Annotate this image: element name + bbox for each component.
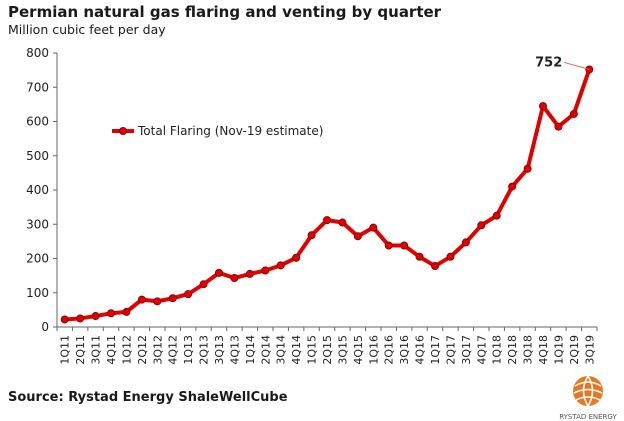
data-point [292,253,301,262]
data-point [199,280,208,289]
x-tick-label: 2Q16 [383,335,396,365]
data-point [539,102,548,111]
data-point [523,164,532,173]
x-tick-label: 3Q14 [275,335,288,365]
legend-marker [119,127,128,136]
x-tick-label: 3Q17 [460,335,473,365]
data-point [554,122,563,131]
data-point [461,238,470,247]
x-tick-label: 3Q18 [522,335,535,365]
x-tick-label: 2Q19 [568,335,581,365]
data-point [261,266,270,275]
data-point [91,312,100,321]
data-point [137,295,146,304]
data-point [153,297,162,306]
data-point [276,261,285,270]
data-point [430,262,439,271]
data-point [107,309,116,318]
x-tick-label: 3Q12 [151,335,164,365]
x-tick-label: 1Q12 [120,335,133,365]
data-point [184,290,193,299]
annotation-label: 752 [535,55,562,70]
x-tick-label: 2Q12 [136,335,149,365]
x-tick-label: 4Q16 [414,335,427,365]
x-tick-label: 1Q18 [491,335,504,365]
y-tick-label: 200 [26,252,49,266]
data-point [369,223,378,232]
x-tick-label: 4Q11 [105,335,118,365]
x-tick-label: 1Q15 [306,335,319,365]
data-point [477,221,486,230]
annotation-leader [564,62,590,70]
x-tick-label: 2Q17 [444,335,457,365]
x-tick-label: 4Q14 [290,335,303,365]
x-tick-label: 1Q13 [182,335,195,365]
x-tick-label: 4Q15 [352,335,365,365]
data-point [338,218,347,227]
x-tick-label: 2Q11 [74,335,87,365]
data-point [214,268,223,277]
data-point [415,252,424,261]
data-point [322,216,331,225]
x-tick-label: 3Q13 [213,335,226,365]
y-tick-label: 400 [26,183,49,197]
data-point [384,241,393,250]
y-tick-label: 100 [26,286,49,300]
data-point [307,231,316,240]
x-tick-label: 3Q16 [398,335,411,365]
data-point [492,211,501,220]
chart-title: Permian natural gas flaring and venting … [8,3,442,21]
x-tick-label: 1Q19 [552,335,565,365]
logo-text: RYSTAD ENERGY [559,413,617,421]
x-tick-label: 3Q19 [583,335,596,365]
x-tick-label: 1Q14 [244,335,257,365]
x-tick-label: 1Q17 [429,335,442,365]
x-tick-label: 1Q11 [59,335,72,365]
x-tick-label: 4Q18 [537,335,550,365]
y-tick-label: 700 [26,80,49,94]
data-point [60,315,69,324]
data-point [76,314,85,323]
x-tick-label: 2Q18 [506,335,519,365]
x-tick-label: 2Q13 [198,335,211,365]
data-point [168,294,177,303]
data-point [508,182,517,191]
data-point [400,241,409,250]
data-point [585,65,594,74]
data-point [353,232,362,241]
chart-subtitle: Million cubic feet per day [8,22,166,37]
y-tick-label: 600 [26,115,49,129]
x-tick-label: 1Q16 [367,335,380,365]
x-tick-label: 2Q15 [321,335,334,365]
data-point [230,274,239,283]
globe-icon [573,375,603,407]
data-point [446,252,455,261]
data-point [122,307,131,316]
y-tick-label: 800 [26,46,49,60]
rystad-logo: RYSTAD ENERGY [556,374,620,421]
x-tick-label: 2Q14 [259,335,272,365]
x-tick-label: 3Q11 [90,335,103,365]
y-tick-label: 500 [26,149,49,163]
data-point [569,109,578,118]
legend-label: Total Flaring (Nov-19 estimate) [137,124,323,138]
y-tick-label: 300 [26,217,49,231]
x-tick-label: 4Q13 [228,335,241,365]
series-line [64,68,592,322]
data-point [245,269,254,278]
y-tick-label: 0 [41,320,49,334]
x-tick-label: 4Q17 [475,335,488,365]
x-tick-label: 4Q12 [167,335,180,365]
source-note: Source: Rystad Energy ShaleWellCube [8,390,288,405]
x-tick-label: 3Q15 [336,335,349,365]
